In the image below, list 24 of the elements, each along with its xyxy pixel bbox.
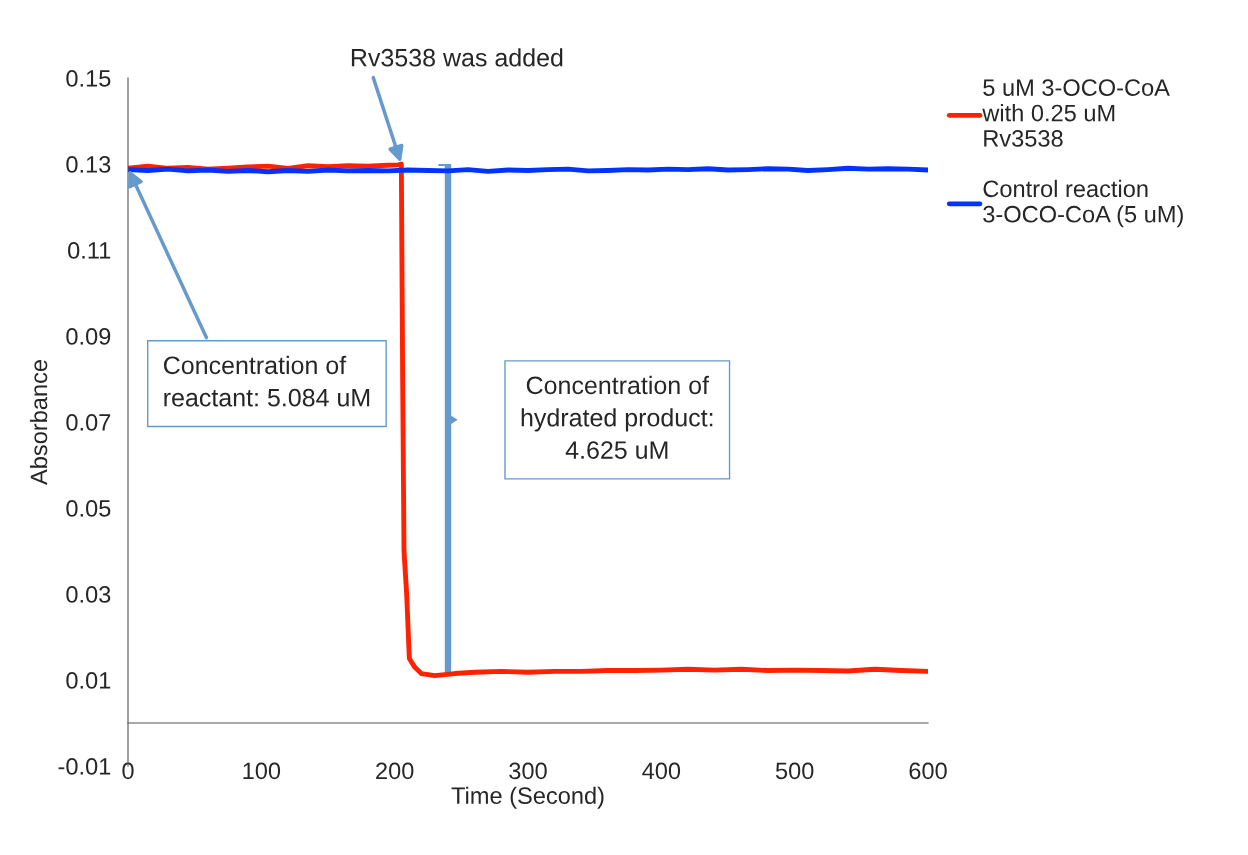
annotation: Concentration of reactant: 5.084 uM	[163, 355, 370, 407]
y-tick-label: 0.05	[66, 500, 111, 517]
y-axis-title: Absorbance	[29, 360, 48, 485]
x-tick-label: 300	[509, 762, 547, 780]
x-tick-label: 100	[243, 762, 281, 780]
y-tick-label: 0.15	[66, 70, 111, 87]
annotation: Rv3538 was added	[351, 48, 563, 67]
x-tick-label: 200	[376, 762, 414, 780]
line-series	[128, 161, 928, 679]
x-axis-title: Time (Second)	[451, 786, 604, 809]
y-tick-label: -0.01	[58, 758, 111, 775]
y-tick-label: 0.09	[66, 328, 111, 345]
legend-label: Control reaction 3-OCO-CoA (5 uM)	[983, 179, 1183, 228]
y-tick-label: 0.11	[68, 242, 111, 259]
y-tick-label: 0.03	[66, 586, 111, 603]
y-tick-label: 0.01	[66, 672, 111, 689]
x-tick-label: 400	[642, 762, 681, 780]
x-tick-label: 600	[909, 762, 947, 780]
legend-label: 5 uM 3-OCO-CoA with 0.25 uM Rv3538	[982, 79, 1170, 147]
x-tick-label: 0	[122, 762, 134, 780]
x-tick-label: 500	[775, 762, 814, 780]
y-tick-label: 0.07	[66, 414, 111, 431]
annotation: Concentration of hydrated product: 4.625 uM	[521, 375, 713, 459]
y-tick-label: 0.13	[66, 156, 111, 173]
